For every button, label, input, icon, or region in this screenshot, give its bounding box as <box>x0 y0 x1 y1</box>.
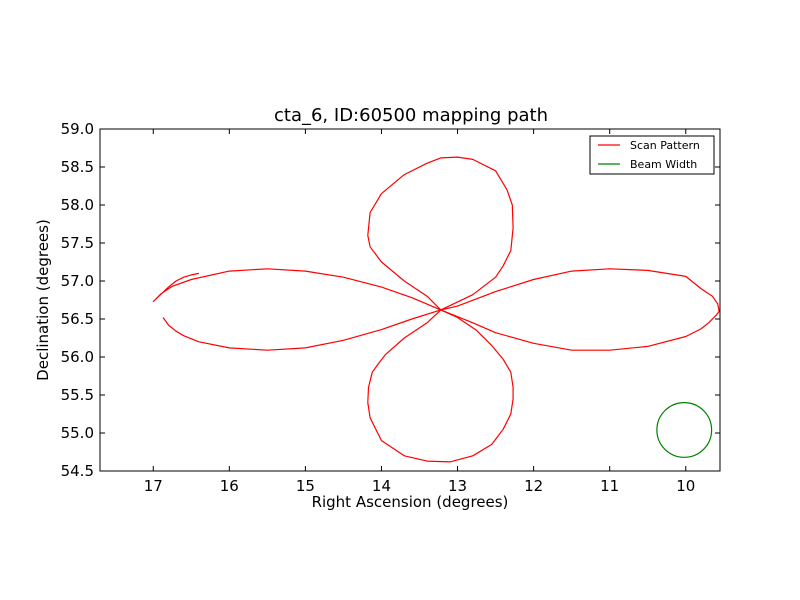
scan-pattern-line <box>152 156 720 351</box>
y-tick-label: 57.0 <box>61 272 94 290</box>
legend-label-scan-pattern: Scan Pattern <box>630 139 700 152</box>
x-tick-label: 10 <box>676 477 695 495</box>
y-tick-label: 58.5 <box>61 158 94 176</box>
x-tick-label: 16 <box>220 477 239 495</box>
ticks-layer: 17 16 15 14 13 12 11 10 54.5 55.0 55.5 56.0 56.5 57.0… <box>61 120 720 495</box>
y-tick-label: 55.0 <box>61 424 94 442</box>
x-tick-label: 17 <box>144 477 163 495</box>
y-tick-label: 54.5 <box>61 462 94 480</box>
y-tick-label: 56.5 <box>61 310 94 328</box>
plot-layer <box>152 156 720 463</box>
y-tick-label: 59.0 <box>61 120 94 138</box>
plot-frame <box>99 128 721 472</box>
legend: Scan Pattern Beam Width <box>589 135 715 175</box>
y-axis-title: Declination (degrees) <box>34 219 52 381</box>
legend-box <box>589 135 715 175</box>
x-tick-label: 11 <box>600 477 619 495</box>
x-tick-label: 14 <box>372 477 391 495</box>
scan-pattern-line-lower-lobe <box>367 309 514 463</box>
x-axis-title: Right Ascension (degrees) <box>312 493 509 511</box>
x-tick-label: 12 <box>524 477 543 495</box>
x-tick-label: 15 <box>296 477 315 495</box>
x-tick-label: 13 <box>448 477 467 495</box>
beam-width-circle <box>656 401 713 458</box>
y-tick-label: 57.5 <box>61 234 94 252</box>
chart-title: cta_6, ID:60500 mapping path <box>274 105 548 126</box>
y-tick-label: 55.5 <box>61 386 94 404</box>
y-tick-label: 56.0 <box>61 348 94 366</box>
legend-label-beam-width: Beam Width <box>630 158 697 171</box>
y-tick-label: 58.0 <box>61 196 94 214</box>
